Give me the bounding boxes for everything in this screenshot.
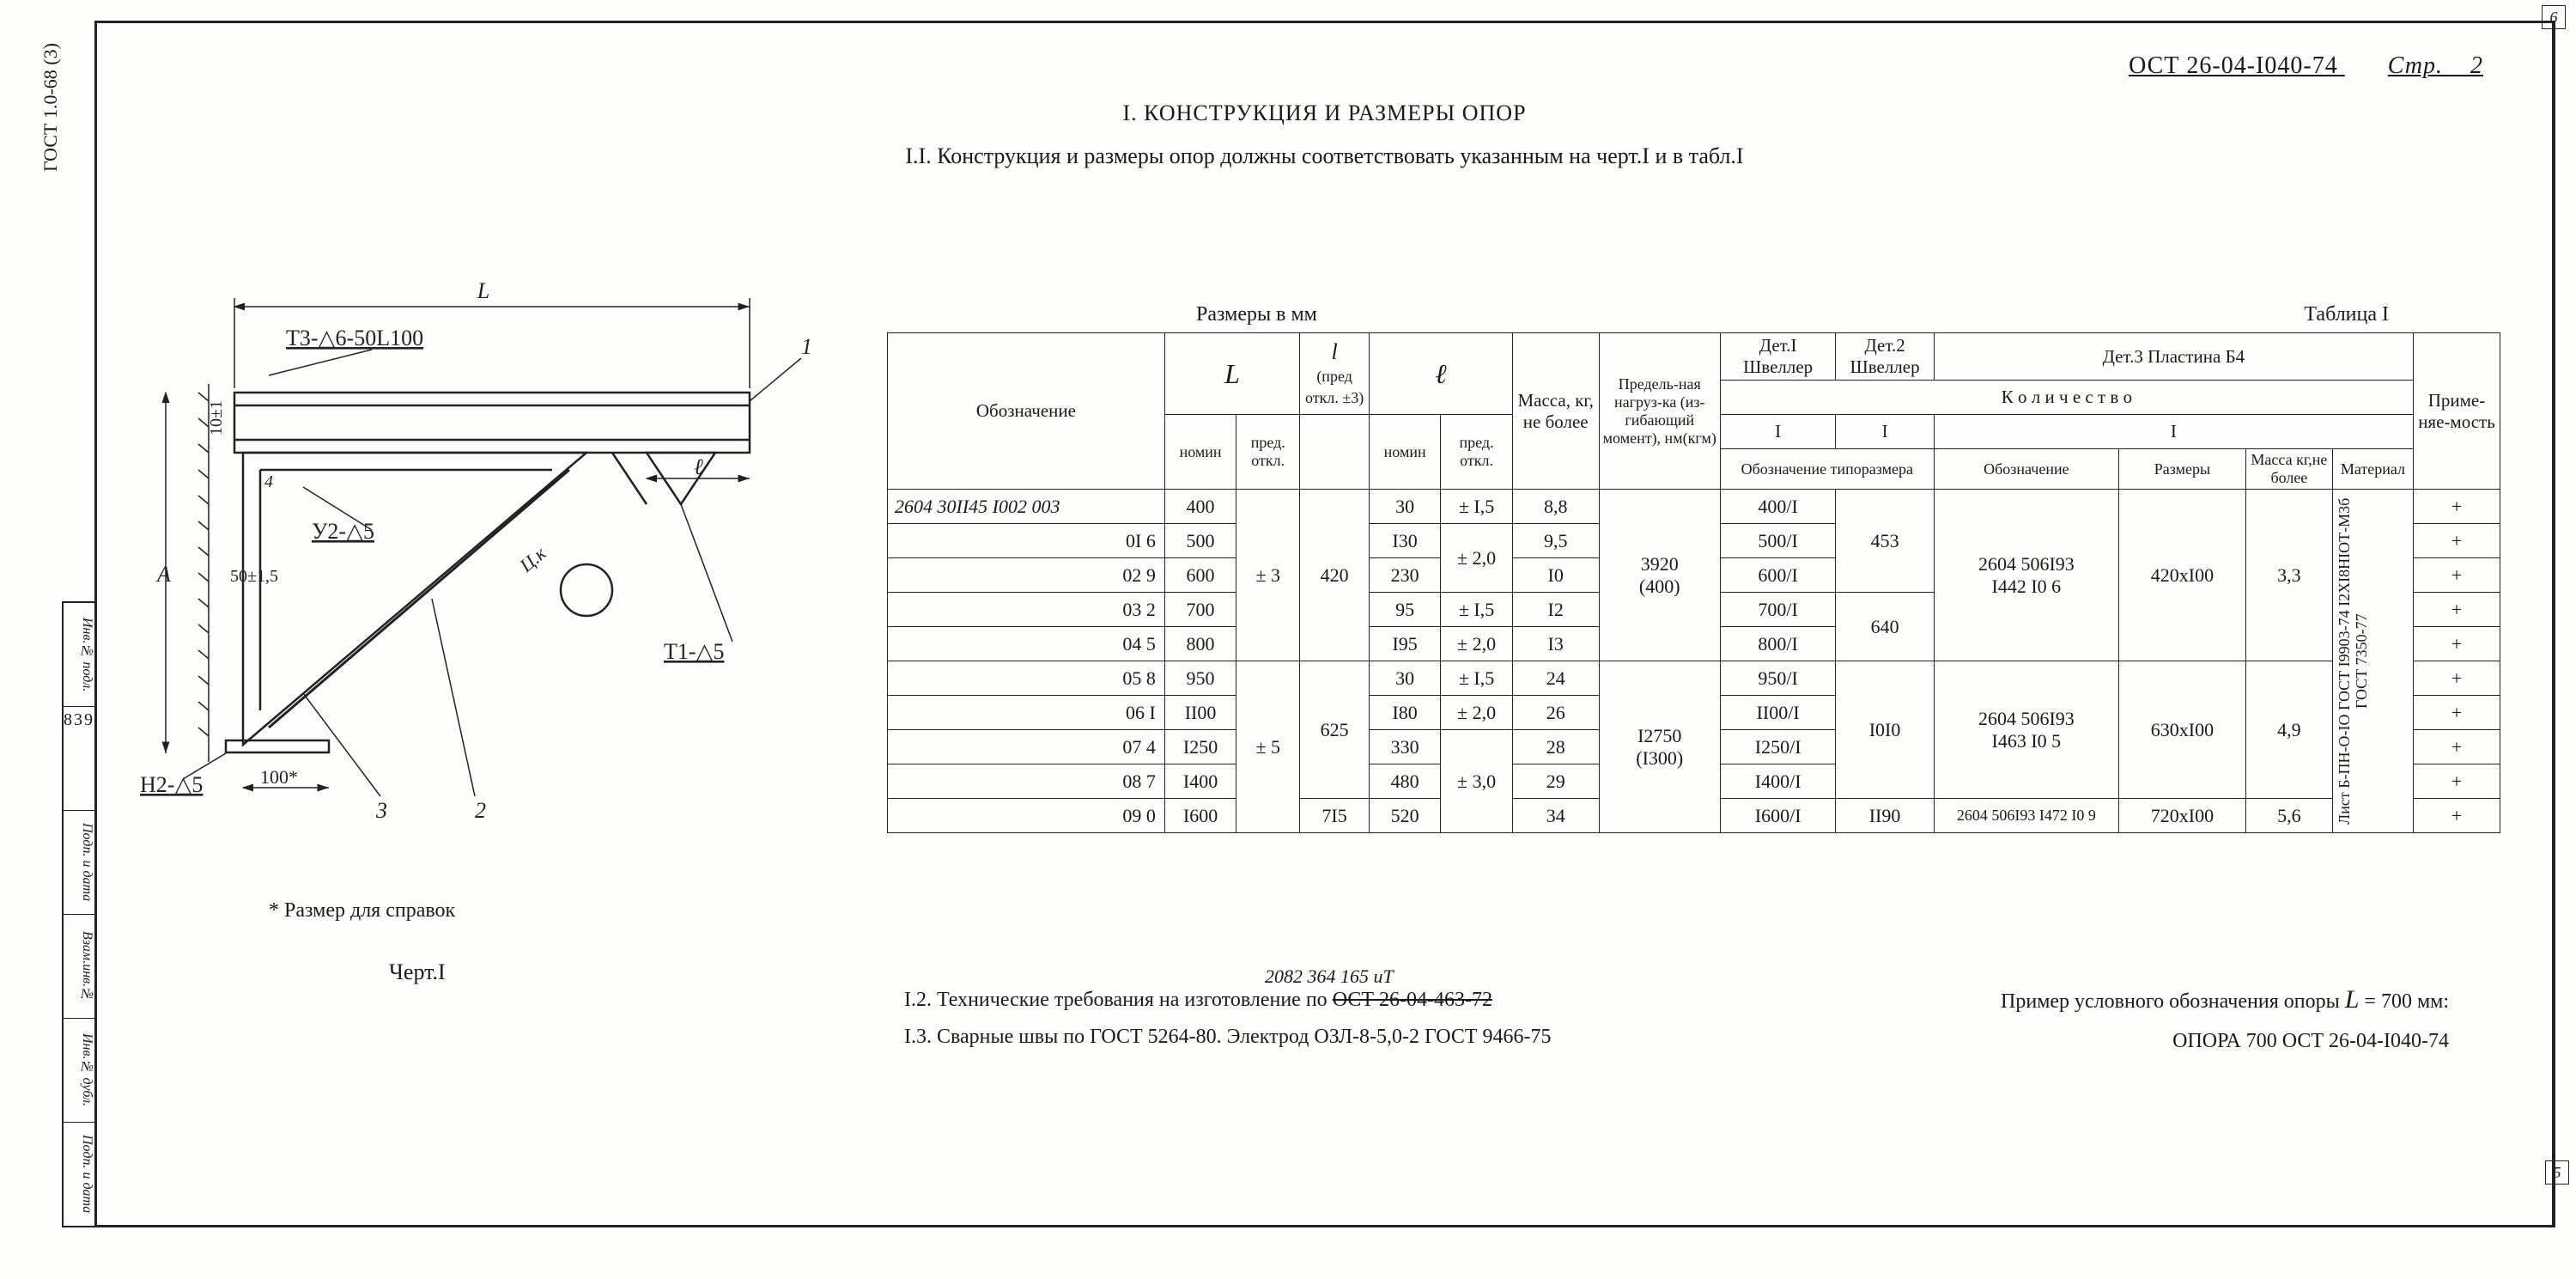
notes-block: 2082 364 165 иТ I.2. Технические требова…	[904, 959, 1552, 1056]
main-table: Обозначение L l (пред откл. ±3) ℓ Масса,…	[887, 332, 2500, 833]
th-desig2: Обозначение	[1934, 449, 2118, 490]
th-nomin: номин	[1164, 415, 1236, 490]
section-title: I. КОНСТРУКЦИЯ И РАЗМЕРЫ ОПОР	[1122, 100, 1526, 126]
technical-drawing: L Т3-△6-50L100 10±1 У2-△5 50±1,5 A Т1-△5…	[131, 264, 818, 865]
th-sizes: Размеры	[2118, 449, 2245, 490]
section-subtitle: I.I. Конструкция и размеры опор должны с…	[905, 143, 1743, 169]
header-doc-number: ОСТ 26-04-I040-74 Стр. 2	[2129, 52, 2483, 80]
drawing-caption: Черт.I	[389, 959, 446, 985]
svg-text:1: 1	[801, 334, 812, 359]
th-pred2: пред. откл.	[1441, 415, 1512, 490]
side-standard: ГОСТ 1.0-68 (3)	[39, 43, 62, 172]
table-label: Таблица I	[2304, 303, 2389, 326]
dims-label: Размеры в мм	[1196, 303, 1317, 326]
table-row: 2604 30II45 I002 003 400 ± 3 420 30± I,5…	[888, 490, 2500, 524]
th-det1: Дет.I Швеллер	[1720, 333, 1836, 381]
th-mass2: Масса кг,не более	[2245, 449, 2332, 490]
svg-text:3: 3	[375, 798, 387, 823]
svg-text:Н2-△5: Н2-△5	[140, 772, 203, 797]
note-12: I.2. Технические требования на изготовле…	[904, 989, 1492, 1011]
th-e: ℓ	[1369, 333, 1512, 415]
svg-text:A: A	[155, 562, 171, 587]
table-row: 05 8950 ± 5 625 30± I,5 24 I2750(I300) 9…	[888, 661, 2500, 696]
th-applic: Приме-няе-мость	[2414, 333, 2500, 490]
svg-text:ℓ: ℓ	[694, 454, 703, 479]
note-13: I.3. Сварные швы по ГОСТ 5264-80. Электр…	[904, 1026, 1552, 1048]
th-I1: I	[1720, 415, 1836, 449]
svg-text:L: L	[477, 278, 489, 303]
th-material: Материал	[2332, 449, 2413, 490]
example-designation: Пример условного обозначения опоры L = 7…	[2001, 977, 2449, 1060]
doc-code: ОСТ 26-04-I040-74	[2129, 52, 2338, 79]
svg-text:4: 4	[264, 472, 273, 491]
th-lsmall: l (пред откл. ±3)	[1300, 333, 1370, 415]
binding-strip: Инв.№ подл. 839 Подп. и дата Взам.инв.№ …	[62, 601, 96, 1227]
svg-text:10±1: 10±1	[207, 400, 226, 435]
svg-text:2: 2	[475, 798, 486, 823]
th-mass: Масса, кг, не более	[1512, 333, 1599, 490]
th-L: L	[1164, 333, 1299, 415]
svg-text:Т1-△5: Т1-△5	[664, 639, 725, 664]
th-I2: I	[1836, 415, 1934, 449]
binding-cell: Инв.№ подл.	[64, 603, 94, 706]
page-label: Стр. 2	[2388, 52, 2483, 79]
th-designation: Обозначение	[888, 333, 1165, 490]
binding-cell: Подп. и дата	[64, 810, 94, 914]
th-qty: К о л и ч е с т в о	[1720, 381, 2413, 415]
th-load: Предель-ная нагруз-ка (из-гибающий момен…	[1599, 333, 1720, 490]
drawing-footnote: * Размер для справок	[269, 899, 455, 923]
binding-cell: Инв.№ дубл.	[64, 1018, 94, 1122]
svg-text:50±1,5: 50±1,5	[230, 567, 278, 586]
binding-cell: Подп. и дата	[64, 1122, 94, 1226]
drawing-frame: ОСТ 26-04-I040-74 Стр. 2 I. КОНСТРУКЦИЯ …	[94, 21, 2555, 1227]
th-det3: Дет.3 Пластина Б4	[1934, 333, 2413, 381]
svg-text:100*: 100*	[260, 766, 298, 788]
binding-cell: Взам.инв.№	[64, 914, 94, 1018]
binding-inv-num: 839	[64, 706, 94, 810]
svg-text:Т3-△6-50L100: Т3-△6-50L100	[286, 326, 423, 350]
th-nomin2: номин	[1369, 415, 1440, 490]
svg-text:У2-△5: У2-△5	[312, 519, 374, 544]
th-det2: Дет.2 Швеллер	[1836, 333, 1934, 381]
th-pred: пред. откл.	[1236, 415, 1300, 490]
svg-text:Ц.к: Ц.к	[514, 542, 550, 577]
th-typesize: Обозначение типоразмера	[1720, 449, 1934, 490]
th-I3: I	[1934, 415, 2413, 449]
